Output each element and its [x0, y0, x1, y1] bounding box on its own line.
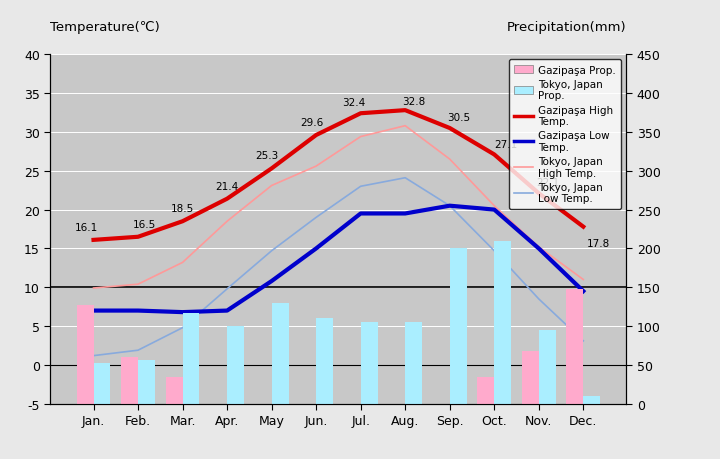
Text: 16.1: 16.1	[75, 222, 99, 232]
Text: 32.8: 32.8	[402, 97, 426, 106]
Text: 32.4: 32.4	[342, 98, 366, 108]
Bar	[361, 323, 377, 404]
Bar	[138, 360, 155, 404]
Bar	[522, 351, 539, 404]
Bar	[121, 358, 138, 404]
Legend: Gazipaşa Prop., Tokyo, Japan
Prop., Gazipaşa High
Temp., Gazipaşa Low
Temp., Tok: Gazipaşa Prop., Tokyo, Japan Prop., Gazi…	[509, 60, 621, 209]
Bar	[450, 249, 467, 404]
Text: Temperature(℃): Temperature(℃)	[50, 21, 160, 34]
Text: 17.8: 17.8	[588, 239, 611, 249]
Text: 29.6: 29.6	[300, 118, 323, 128]
Bar	[76, 306, 94, 404]
Text: 22.1: 22.1	[536, 178, 559, 188]
Bar	[166, 377, 183, 404]
Bar	[494, 241, 511, 404]
Bar	[316, 319, 333, 404]
Bar	[539, 330, 556, 404]
Text: Precipitation(mm): Precipitation(mm)	[507, 21, 626, 34]
Bar	[405, 323, 422, 404]
Text: 16.5: 16.5	[133, 219, 156, 229]
Bar	[477, 377, 494, 404]
Bar	[567, 289, 583, 404]
Bar	[94, 364, 110, 404]
Text: 21.4: 21.4	[215, 181, 239, 191]
Bar	[227, 326, 244, 404]
Text: 18.5: 18.5	[171, 204, 194, 214]
Text: 30.5: 30.5	[447, 113, 470, 123]
Text: 27.1: 27.1	[494, 140, 517, 149]
Bar	[583, 396, 600, 404]
Bar	[183, 313, 199, 404]
Text: 25.3: 25.3	[256, 151, 279, 161]
Bar	[271, 303, 289, 404]
